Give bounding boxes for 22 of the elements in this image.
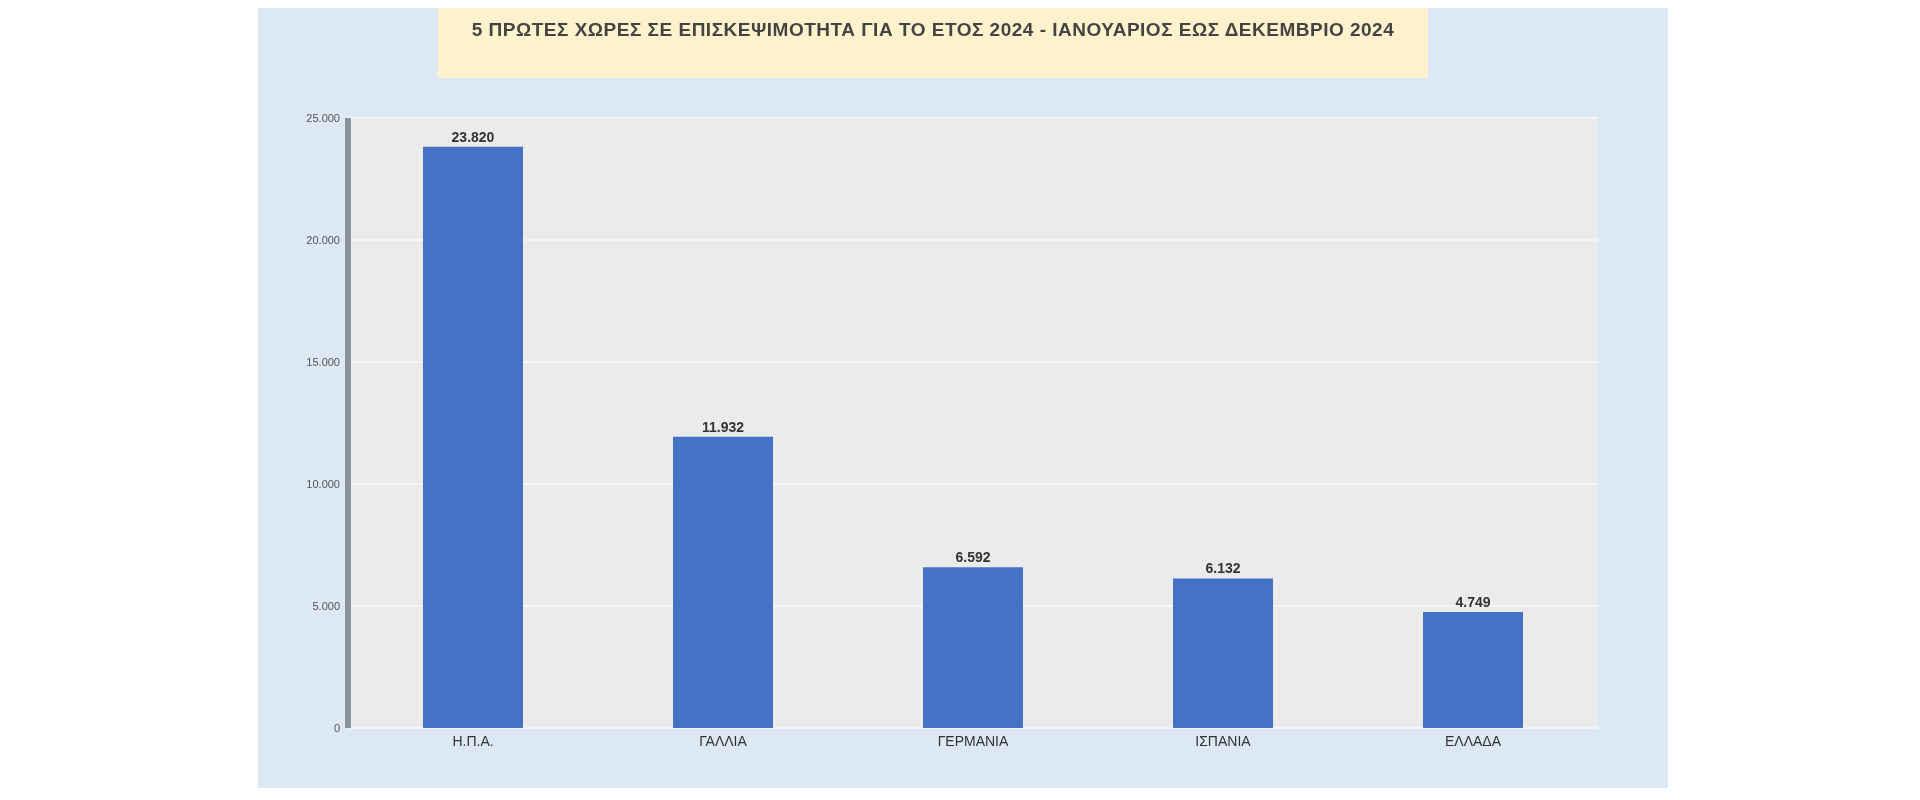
data-label: 6.132	[1205, 560, 1241, 577]
y-tick-label: 0	[333, 721, 340, 734]
x-tick-label: ΓΑΛΛΙΑ	[699, 732, 748, 749]
y-tick-label: 15.000	[306, 355, 340, 368]
y-tick-label: 10.000	[306, 477, 340, 490]
chart-title: 5 ΠΡΩΤΕΣ ΧΩΡΕΣ ΣΕ ΕΠΙΣΚΕΨΙΜΟΤΗΤΑ ΓΙΑ ΤΟ ΕΤΟΣ 2024 - ΙΑΝΟΥΑΡΙΟΣ ΕΩΣ ΔΕΚΕΜΒΡΙΟ 2024	[438, 8, 1428, 78]
bar	[1173, 578, 1273, 728]
x-tick-label: Η.Π.Α.	[452, 732, 494, 749]
data-label: 4.749	[1455, 594, 1491, 611]
bar	[1423, 612, 1523, 728]
x-tick-label: ΕΛΛΑΔΑ	[1444, 732, 1502, 749]
y-tick-label: 20.000	[306, 233, 340, 246]
data-label: 6.592	[955, 549, 991, 566]
y-tick-label: 5.000	[312, 599, 340, 612]
bar	[923, 567, 1023, 728]
data-label: 23.820	[451, 128, 495, 145]
bar	[673, 436, 773, 728]
x-tick-label: ΙΣΠΑΝΙΑ	[1195, 732, 1252, 749]
y-tick-label: 25.000	[306, 111, 340, 124]
data-label: 11.932	[701, 418, 745, 435]
x-tick-label: ΓΕΡΜΑΝΙΑ	[937, 732, 1010, 749]
bar	[423, 146, 523, 728]
